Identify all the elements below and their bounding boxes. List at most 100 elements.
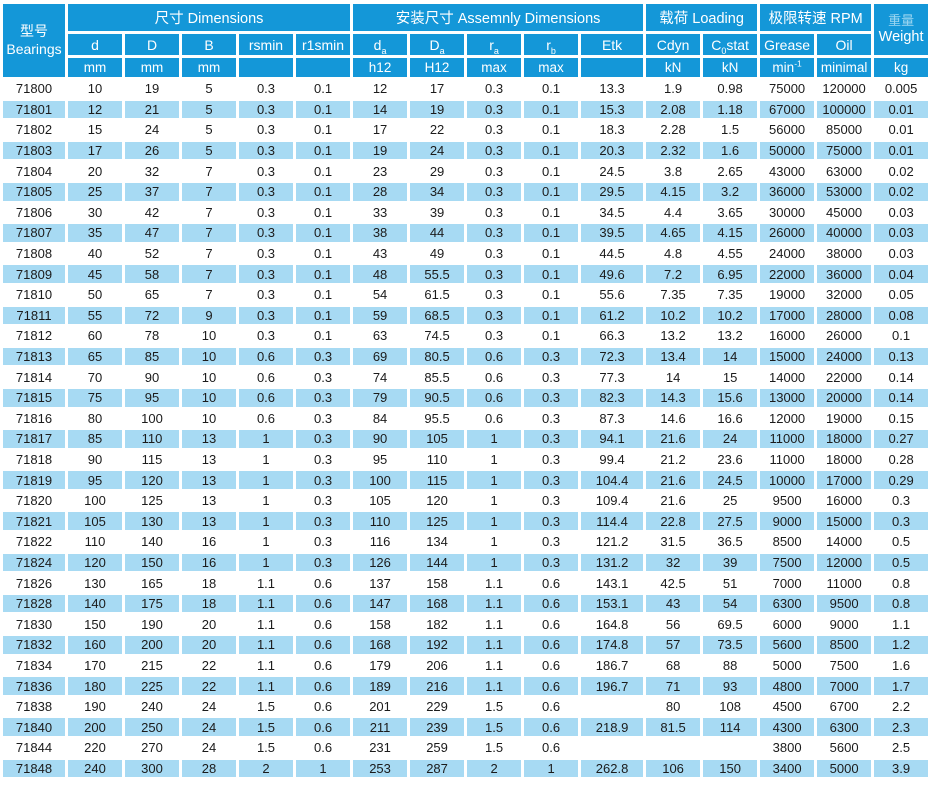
table-cell: 150 xyxy=(125,553,179,572)
table-cell: 116 xyxy=(353,533,408,551)
table-cell: 14 xyxy=(703,347,758,366)
table-cell: 0.3 xyxy=(467,80,522,98)
table-cell: 85000 xyxy=(817,121,872,139)
table-cell: 0.1 xyxy=(524,80,579,98)
table-cell: 12000 xyxy=(760,409,815,428)
table-cell: 40000 xyxy=(817,224,872,242)
table-cell: 270 xyxy=(125,739,179,757)
table-cell: 50 xyxy=(68,285,122,304)
table-cell: 201 xyxy=(353,697,408,716)
table-cell: 23.6 xyxy=(703,450,758,469)
table-cell: 110 xyxy=(353,512,408,531)
bearing-model-cell: 71819 xyxy=(3,471,65,489)
bearing-model-cell: 71807 xyxy=(3,224,65,242)
table-cell: 20.3 xyxy=(581,141,644,160)
table-cell: 15 xyxy=(68,121,122,139)
table-cell: 12 xyxy=(353,80,408,98)
header-weight-cn: 重量 xyxy=(888,13,915,28)
table-row: 71817 85 110 13 1 0.3 90 105 1 0.3 94.1 21.6 24 11000… xyxy=(3,430,929,448)
table-cell: 0.6 xyxy=(524,636,579,654)
bearing-model-cell: 71828 xyxy=(3,594,65,613)
table-cell: 24 xyxy=(182,697,236,716)
table-cell: 0.03 xyxy=(874,244,929,263)
table-cell: 143.1 xyxy=(581,574,644,592)
table-cell: 0.3 xyxy=(874,512,929,531)
table-cell: 200 xyxy=(125,636,179,654)
table-cell: 27.5 xyxy=(703,512,758,531)
table-cell: 55 xyxy=(68,306,122,325)
table-cell: 0.14 xyxy=(874,368,929,386)
header-col-ra: ra xyxy=(467,34,522,55)
table-cell: 72 xyxy=(125,306,179,325)
table-cell: 39.5 xyxy=(581,224,644,242)
table-cell: 0.1 xyxy=(296,244,351,263)
table-cell: 54 xyxy=(353,285,408,304)
table-cell: 192 xyxy=(410,636,465,654)
table-cell: 13 xyxy=(182,430,236,448)
table-cell: 13.2 xyxy=(703,327,758,345)
table-cell: 65 xyxy=(125,285,179,304)
table-cell: 1.1 xyxy=(467,677,522,695)
table-cell: 13 xyxy=(182,471,236,489)
table-cell: 1.1 xyxy=(239,636,293,654)
table-cell: 23 xyxy=(353,162,408,180)
table-cell: 65 xyxy=(68,347,122,366)
bearing-model-cell: 71801 xyxy=(3,100,65,119)
table-cell: 0.3 xyxy=(524,347,579,366)
table-cell: 110 xyxy=(68,533,122,551)
table-cell: 36000 xyxy=(817,265,872,283)
table-cell: 0.6 xyxy=(296,677,351,695)
table-cell: 0.6 xyxy=(296,739,351,757)
table-cell: 300 xyxy=(125,759,179,778)
table-cell: 121.2 xyxy=(581,533,644,551)
table-cell: 140 xyxy=(125,533,179,551)
bearing-model-cell: 71844 xyxy=(3,739,65,757)
table-cell: 114 xyxy=(703,718,758,736)
table-cell: 1.5 xyxy=(703,121,758,139)
table-cell: 9000 xyxy=(760,512,815,531)
table-row: 71826 130 165 18 1.1 0.6 137 158 1.1 0.6 143.1 42.5… xyxy=(3,574,929,592)
bearing-model-cell: 71806 xyxy=(3,203,65,222)
table-cell: 20000 xyxy=(817,388,872,407)
table-cell: 2.32 xyxy=(646,141,701,160)
table-cell: 1.5 xyxy=(467,697,522,716)
table-cell: 231 xyxy=(353,739,408,757)
table-cell: 0.3 xyxy=(467,285,522,304)
table-cell: 1.5 xyxy=(467,739,522,757)
table-cell: 190 xyxy=(125,615,179,634)
table-row: 71812 60 78 10 0.3 0.1 63 74.5 0.3 0.1 66.3 13.2 13.… xyxy=(3,327,929,345)
table-cell: 9000 xyxy=(817,615,872,634)
table-cell: 55.5 xyxy=(410,265,465,283)
table-row: 71822 110 140 16 1 0.3 116 134 1 0.3 121.2 31.5 36.5… xyxy=(3,533,929,551)
bearing-model-cell: 71813 xyxy=(3,347,65,366)
header-col-C0stat: C0stat xyxy=(703,34,758,55)
table-cell: 26000 xyxy=(760,224,815,242)
table-cell: 7 xyxy=(182,162,236,180)
table-cell xyxy=(581,739,644,757)
bearing-model-cell: 71808 xyxy=(3,244,65,263)
table-cell: 22 xyxy=(182,656,236,675)
table-cell: 4500 xyxy=(760,697,815,716)
header-bearings-cn: 型号 xyxy=(20,23,48,39)
bearing-model-cell: 71800 xyxy=(3,80,65,98)
header-col-Etk: Etk xyxy=(581,34,644,55)
table-row: 71830 150 190 20 1.1 0.6 158 182 1.1 0.6 164.8 56 69… xyxy=(3,615,929,634)
table-cell: 30 xyxy=(68,203,122,222)
table-cell: 10.2 xyxy=(646,306,701,325)
bearing-model-cell: 71822 xyxy=(3,533,65,551)
table-cell: 0.5 xyxy=(874,553,929,572)
table-cell: 100000 xyxy=(817,100,872,119)
table-cell: 56000 xyxy=(760,121,815,139)
table-cell: 0.5 xyxy=(874,533,929,551)
table-row: 71803 17 26 5 0.3 0.1 19 24 0.3 0.1 20.3 2.32 1.6 500… xyxy=(3,141,929,160)
table-cell: 87.3 xyxy=(581,409,644,428)
table-cell: 7.35 xyxy=(646,285,701,304)
table-cell: 66.3 xyxy=(581,327,644,345)
table-cell: 0.1 xyxy=(524,100,579,119)
table-cell: 15.6 xyxy=(703,388,758,407)
table-cell: 229 xyxy=(410,697,465,716)
table-cell: 0.3 xyxy=(239,100,293,119)
table-cell: 7.2 xyxy=(646,265,701,283)
header-col-rb: rb xyxy=(524,34,579,55)
table-cell: 3.2 xyxy=(703,182,758,201)
